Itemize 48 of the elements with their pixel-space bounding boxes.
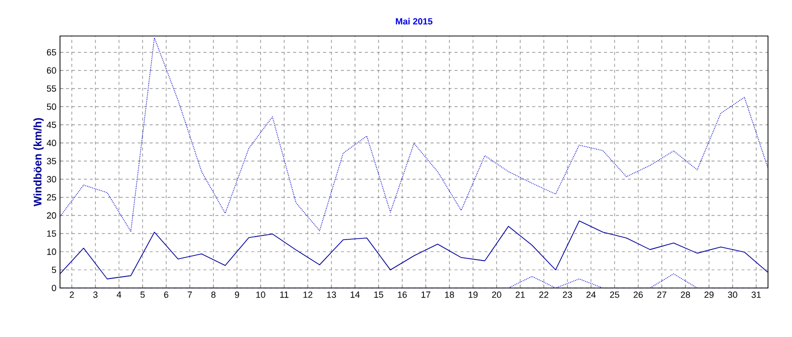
x-tick-label: 22 (539, 292, 548, 298)
x-tick-label: 4 (116, 292, 122, 298)
x-tick-label: 29 (704, 292, 714, 298)
x-tick-label: 18 (445, 292, 454, 298)
y-axis-title: Windböen (km/h) (33, 118, 44, 206)
x-tick-label: 31 (752, 292, 761, 298)
x-tick-label: 26 (634, 292, 643, 298)
x-tick-label: 9 (234, 292, 240, 298)
x-tick-label: 19 (468, 292, 478, 298)
x-tick-label: 20 (492, 292, 502, 298)
x-tick-label: 17 (422, 292, 430, 298)
x-tick-label: 30 (728, 292, 738, 298)
y-tick-label: 50 (46, 104, 56, 110)
y-tick-label: 25 (46, 194, 56, 201)
x-tick-label: 12 (304, 292, 312, 298)
x-tick-label: 5 (140, 292, 145, 298)
y-tick-label: 35 (46, 158, 56, 164)
x-tick-label: 6 (164, 292, 168, 298)
x-tick-label: 8 (211, 292, 216, 298)
x-tick-label: 23 (562, 292, 572, 298)
y-tick-label: 15 (47, 230, 56, 237)
x-tick-label: 24 (586, 292, 596, 298)
x-tick-label: 2 (70, 292, 74, 298)
x-tick-label: 11 (280, 292, 288, 298)
y-tick-label: 65 (46, 49, 56, 56)
x-tick-label: 10 (256, 292, 266, 298)
y-tick-label: 40 (46, 140, 56, 146)
chart-title: Mai 2015 (396, 18, 432, 25)
y-tick-label: 55 (46, 85, 56, 92)
line-series (60, 37, 768, 232)
x-tick-label: 16 (398, 292, 407, 298)
y-tick-label: 45 (46, 122, 56, 128)
y-tick-label: 0 (52, 284, 56, 292)
x-tick-label: 28 (680, 292, 690, 298)
y-tick-label: 5 (52, 266, 56, 274)
x-tick-label: 3 (93, 292, 98, 298)
x-tick-label: 25 (610, 292, 620, 298)
x-tick-label: 7 (188, 292, 192, 298)
x-tick-label: 21 (516, 292, 525, 298)
y-tick-label: 60 (46, 67, 56, 74)
y-tick-label: 10 (47, 248, 56, 255)
x-tick-label: 27 (657, 292, 666, 298)
x-tick-label: 15 (374, 292, 384, 298)
y-tick-label: 20 (46, 212, 56, 219)
y-tick-label: 30 (46, 176, 56, 182)
x-tick-label: 14 (350, 292, 360, 298)
x-tick-label: 13 (327, 292, 336, 298)
line-series (60, 220, 768, 280)
